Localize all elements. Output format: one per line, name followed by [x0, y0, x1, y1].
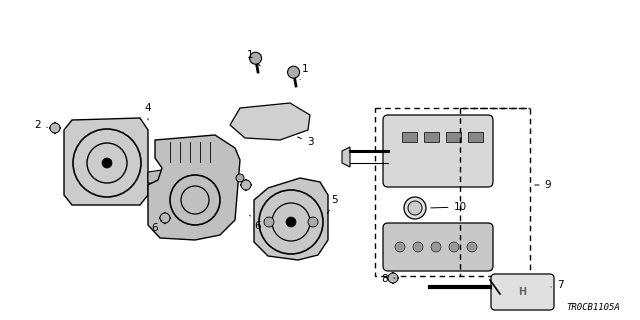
Circle shape [102, 158, 112, 168]
Text: 6: 6 [250, 215, 261, 231]
Text: 3: 3 [298, 137, 314, 147]
Text: 7: 7 [551, 280, 563, 290]
FancyBboxPatch shape [383, 115, 493, 187]
Circle shape [287, 66, 300, 78]
Polygon shape [230, 103, 310, 140]
Polygon shape [342, 147, 350, 167]
Polygon shape [64, 118, 148, 205]
Text: 1: 1 [300, 64, 308, 79]
Circle shape [308, 217, 318, 227]
Bar [446, 132, 461, 142]
Bar [468, 132, 483, 142]
Bar [375, 108, 530, 276]
Polygon shape [148, 170, 165, 184]
Circle shape [404, 197, 426, 219]
Circle shape [264, 217, 274, 227]
Polygon shape [148, 135, 240, 240]
Circle shape [236, 174, 244, 182]
Bar [424, 132, 439, 142]
Text: 10: 10 [431, 202, 467, 212]
Text: 2: 2 [35, 120, 47, 130]
Circle shape [413, 242, 423, 252]
Polygon shape [254, 178, 328, 260]
Bar [402, 132, 417, 142]
Text: H: H [518, 287, 526, 297]
Circle shape [395, 242, 405, 252]
Circle shape [431, 242, 441, 252]
FancyBboxPatch shape [383, 223, 493, 271]
FancyBboxPatch shape [491, 274, 554, 310]
Text: 5: 5 [328, 195, 339, 213]
Circle shape [50, 123, 60, 133]
Circle shape [467, 242, 477, 252]
Text: 9: 9 [535, 180, 551, 190]
Circle shape [160, 213, 170, 223]
Circle shape [408, 201, 422, 215]
Circle shape [286, 217, 296, 227]
Text: 1: 1 [246, 50, 260, 66]
Circle shape [449, 242, 459, 252]
Text: 4: 4 [145, 103, 151, 120]
Circle shape [388, 273, 398, 283]
Text: 8: 8 [381, 274, 395, 284]
Circle shape [241, 180, 251, 190]
Text: 6: 6 [152, 220, 162, 233]
Circle shape [250, 52, 262, 64]
Text: TR0CB1105A: TR0CB1105A [566, 303, 620, 312]
